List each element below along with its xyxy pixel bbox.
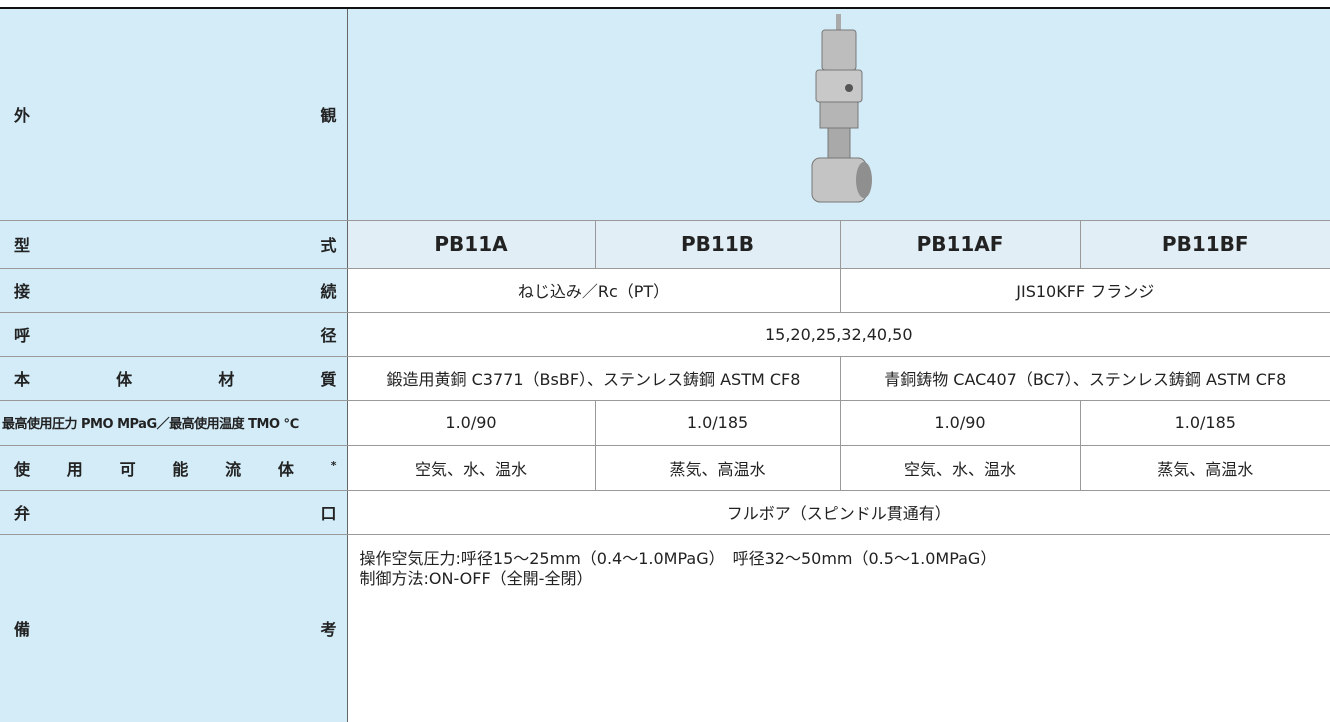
remarks-line: 制御方法:ON-OFF（全開-全閉） [359, 568, 593, 588]
cell: 15,20,25,32,40,50 [346, 312, 1330, 357]
fluid-row: 使用可能流体* 空気、水、温水 蒸気、高温水 空気、水、温水 蒸気、高温水 [0, 445, 1330, 491]
cell: ねじ込み／Rc（PT） [346, 268, 840, 313]
appearance-row: 外観 [0, 8, 1330, 221]
cell: 蒸気、高温水 [1079, 445, 1330, 491]
row-label: 外観 [0, 8, 348, 221]
model-cell: PB11BF [1079, 220, 1330, 269]
pressure-row: 最高使用圧力 PMO MPaG／最高使用温度 TMO ℃ 1.0/90 1.0/… [0, 400, 1330, 446]
size-row: 呼径 15,20,25,32,40,50 [0, 312, 1330, 357]
row-label: 接続 [0, 268, 348, 313]
model-row: 型式 PB11A PB11B PB11AF PB11BF [0, 220, 1330, 269]
row-label: 弁口 [0, 490, 348, 535]
material-row: 本体材質 鍛造用黄銅 C3771（BsBF）、ステンレス鋳鋼 ASTM CF8 … [0, 356, 1330, 401]
row-label-cell: 使用可能流体* [0, 445, 348, 491]
row-label: 最高使用圧力 PMO MPaG／最高使用温度 TMO ℃ [2, 417, 299, 432]
cell: 1.0/185 [1079, 400, 1330, 446]
cell: 1.0/90 [839, 400, 1080, 446]
row-label: 備考 [0, 534, 348, 722]
spec-table: 外観 型式 PB11A PB11B PB11AF PB11BF 接続 ねじ込み／… [0, 7, 1330, 722]
product-image-cell [346, 8, 1330, 221]
cell: 空気、水、温水 [346, 445, 595, 491]
cell: フルボア（スピンドル貫通有） [346, 490, 1330, 535]
cell: 空気、水、温水 [839, 445, 1080, 491]
remarks-cell: 操作空気圧力:呼径15～25mm（0.4～1.0MPaG） 呼径32～50mm（… [346, 534, 1330, 722]
model-cell: PB11B [594, 220, 840, 269]
row-label: 本体材質 [0, 356, 348, 401]
cell: 蒸気、高温水 [594, 445, 840, 491]
note-mark: * [330, 458, 337, 472]
row-label: 呼径 [0, 312, 348, 357]
valve-image [811, 14, 872, 203]
cell: 1.0/185 [594, 400, 840, 446]
cell: 青銅鋳物 CAC407（BC7）、ステンレス鋳鋼 ASTM CF8 [839, 356, 1330, 401]
cell: 1.0/90 [346, 400, 595, 446]
remarks-row: 備考 操作空気圧力:呼径15～25mm（0.4～1.0MPaG） 呼径32～50… [0, 534, 1330, 722]
remarks-line: 操作空気圧力:呼径15～25mm（0.4～1.0MPaG） 呼径32～50mm（… [359, 548, 997, 568]
model-cell: PB11AF [839, 220, 1080, 269]
cell: 鍛造用黄銅 C3771（BsBF）、ステンレス鋳鋼 ASTM CF8 [346, 356, 840, 401]
row-label: 使用可能流体 [14, 459, 331, 479]
connection-row: 接続 ねじ込み／Rc（PT） JIS10KFF フランジ [0, 268, 1330, 313]
port-row: 弁口 フルボア（スピンドル貫通有） [0, 490, 1330, 535]
row-label-cell: 最高使用圧力 PMO MPaG／最高使用温度 TMO ℃ [0, 400, 348, 446]
model-cell: PB11A [346, 220, 595, 269]
cell: JIS10KFF フランジ [839, 268, 1330, 313]
row-label: 型式 [0, 220, 348, 269]
